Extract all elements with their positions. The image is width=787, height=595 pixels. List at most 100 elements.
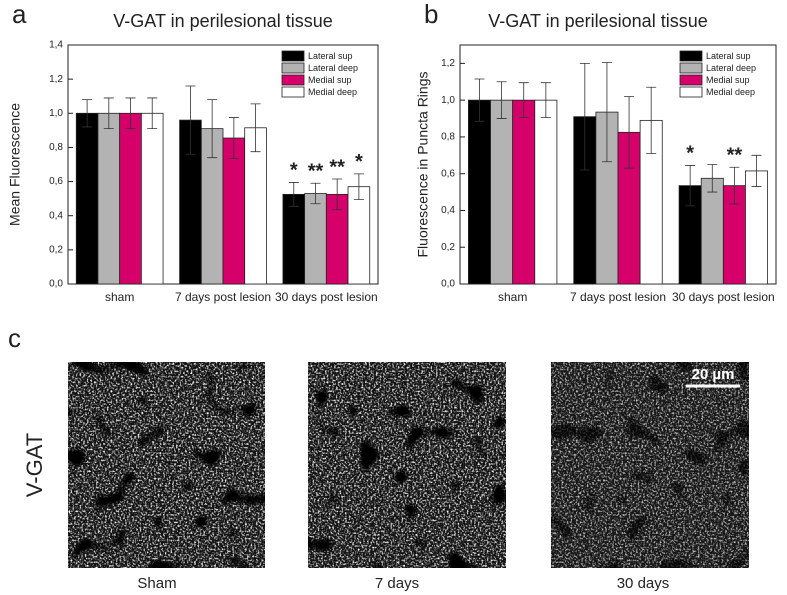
y-tick-label: 0,2 xyxy=(49,244,63,255)
error-bar xyxy=(147,97,158,130)
bar xyxy=(222,137,246,285)
bar xyxy=(304,193,327,285)
y-tick-label: 0,4 xyxy=(441,205,455,216)
bar xyxy=(97,112,121,285)
x-tick-label: sham xyxy=(104,290,135,304)
legend-label: Lateral deep xyxy=(706,63,756,73)
legend-label: Lateral deep xyxy=(308,63,358,73)
bar xyxy=(140,112,164,285)
bar xyxy=(347,186,371,285)
y-tick-label: 1,4 xyxy=(49,40,63,51)
error-bar xyxy=(579,62,590,171)
chart-title: V-GAT in perilesional tissue xyxy=(488,11,707,31)
panel-label: b xyxy=(424,0,438,29)
significance-mark: ** xyxy=(308,161,324,183)
x-tick-label-box: 7 days post lesion xyxy=(570,290,666,304)
error-bar xyxy=(82,99,93,128)
y-tick-label: 1,0 xyxy=(49,108,63,119)
bar xyxy=(512,99,536,285)
error-bar xyxy=(103,97,114,130)
error-bar xyxy=(707,164,718,193)
legend-label: Medial deep xyxy=(308,87,357,97)
y-tick-label: 0,4 xyxy=(49,210,63,221)
legend-label: Lateral sup xyxy=(706,51,751,61)
error-bar xyxy=(624,96,635,169)
micrograph xyxy=(551,362,749,568)
bar xyxy=(75,112,99,285)
panel-label: c xyxy=(8,323,21,353)
x-tick-label-box: sham xyxy=(497,290,528,304)
micrograph-label: 30 days xyxy=(617,575,670,592)
micrograph xyxy=(308,362,506,568)
scale-bar-label: 20 µm xyxy=(692,366,735,383)
legend-swatch xyxy=(679,86,703,98)
legend-swatch xyxy=(679,62,703,74)
y-tick-label: 0,2 xyxy=(441,242,455,253)
error-bar xyxy=(250,103,261,153)
row-label: V-GAT xyxy=(22,433,47,497)
error-bar xyxy=(601,62,612,163)
micrograph xyxy=(68,362,265,568)
y-axis-label: Mean Fluorescence xyxy=(7,103,23,226)
error-bar xyxy=(685,165,696,207)
y-tick-label: 0,8 xyxy=(49,142,63,153)
legend-swatch xyxy=(281,74,305,86)
x-tick-label: 7 days post lesion xyxy=(174,290,272,304)
error-bar xyxy=(496,81,507,119)
bar xyxy=(490,99,514,285)
bar xyxy=(468,99,491,285)
error-bar xyxy=(185,85,196,155)
error-bar xyxy=(353,173,364,200)
x-tick-label-box: 30 days post lesion xyxy=(274,290,378,304)
significance-mark: * xyxy=(290,160,298,182)
bar xyxy=(745,170,768,285)
legend-label: Medial sup xyxy=(308,75,352,85)
significance-mark: * xyxy=(686,143,694,165)
legend-swatch xyxy=(679,50,703,62)
y-tick-label: 0,6 xyxy=(49,176,63,187)
bar xyxy=(282,193,306,285)
y-tick-label: 0,0 xyxy=(49,279,63,290)
error-bar xyxy=(474,78,485,122)
y-tick-label: 1,2 xyxy=(49,74,63,85)
error-bar xyxy=(332,178,343,211)
error-bar xyxy=(125,97,136,130)
error-bar xyxy=(207,99,218,159)
legend-label: Medial sup xyxy=(706,75,750,85)
micrograph-label: 7 days xyxy=(375,575,419,592)
chart-title: V-GAT in perilesional tissue xyxy=(113,11,332,31)
micrograph-label: Sham xyxy=(137,575,176,592)
legend-swatch xyxy=(281,86,305,98)
legend-swatch xyxy=(679,74,703,86)
y-tick-label: 0,6 xyxy=(441,168,455,179)
error-bar xyxy=(646,86,657,154)
legend-swatch xyxy=(281,50,305,62)
y-tick-label: 1,0 xyxy=(441,95,455,106)
legend-swatch xyxy=(281,62,305,74)
legend-label: Medial deep xyxy=(706,87,755,97)
significance-mark: ** xyxy=(727,145,743,167)
error-bar xyxy=(751,154,762,187)
legend-label: Lateral sup xyxy=(308,51,353,61)
bar xyxy=(700,177,724,285)
x-tick-label: 30 days post lesion xyxy=(274,290,378,304)
significance-mark: ** xyxy=(329,156,345,178)
error-bar xyxy=(729,166,740,205)
error-bar xyxy=(540,82,551,119)
x-tick-label-box: 7 days post lesion xyxy=(174,290,272,304)
x-tick-label: 30 days post lesion xyxy=(671,290,775,304)
x-tick-label: sham xyxy=(497,290,528,304)
y-axis-label: Fluorescence in Puncta Rings xyxy=(415,72,431,258)
panel-label: a xyxy=(12,0,27,29)
error-bar xyxy=(518,82,529,119)
y-tick-label: 1,2 xyxy=(441,58,455,69)
error-bar xyxy=(310,182,321,205)
bar xyxy=(119,112,142,285)
significance-mark: * xyxy=(355,151,363,173)
x-tick-label-box: 30 days post lesion xyxy=(671,290,775,304)
error-bar xyxy=(228,117,239,159)
y-tick-label: 0,0 xyxy=(441,279,455,290)
y-tick-label: 0,8 xyxy=(441,132,455,143)
x-tick-label-box: sham xyxy=(104,290,135,304)
